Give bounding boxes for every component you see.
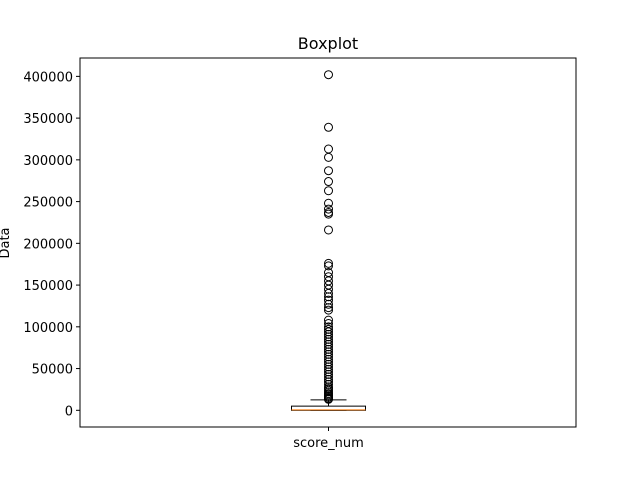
outlier-point [324, 299, 333, 309]
y-tick-label: 150000 [23, 279, 73, 294]
y-tick-label: 350000 [23, 112, 73, 127]
y-axis-label: Data [0, 227, 13, 258]
y-tick-label: 300000 [23, 154, 73, 169]
y-tick-label: 200000 [23, 237, 73, 252]
plot-area: 0 50000 100000 150000 200000 250000 300000 3500… [23, 70, 366, 451]
y-tick-label: 100000 [23, 321, 73, 336]
outlier-point [324, 186, 333, 196]
y-tick-label: 0 [65, 404, 73, 419]
outlier-point [324, 305, 333, 315]
chart-title: Boxplot [298, 34, 358, 53]
outlier-point [324, 315, 333, 325]
outlier-point [324, 166, 333, 176]
outlier-point [324, 177, 333, 187]
outlier-point [324, 261, 333, 271]
y-tick-label: 250000 [23, 196, 73, 211]
y-tick-label: 400000 [23, 70, 73, 85]
y-tick-label: 50000 [32, 363, 73, 378]
outlier-point [324, 209, 333, 219]
outlier-point [324, 198, 333, 208]
outlier-point [324, 258, 333, 268]
outlier-point [324, 70, 333, 80]
x-tick-label: score_num [293, 436, 364, 451]
outlier-point [324, 204, 333, 214]
outlier-point [324, 303, 333, 313]
outlier-point [324, 288, 333, 298]
plot-frame [79, 57, 577, 428]
outlier-point [324, 225, 333, 235]
outlier-point [324, 394, 333, 404]
outlier-point [324, 152, 333, 162]
outlier-point [324, 122, 333, 132]
